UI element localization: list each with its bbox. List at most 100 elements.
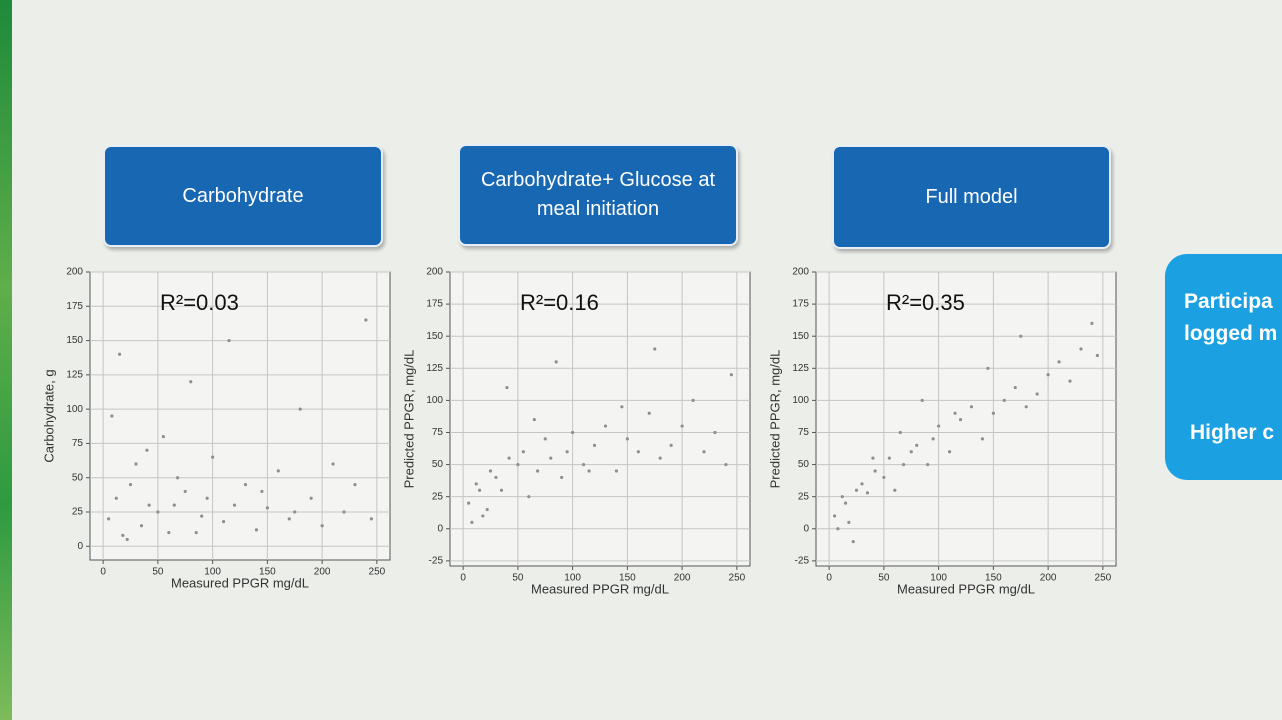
y-tick-label: 150 xyxy=(426,331,443,342)
scatter-point xyxy=(873,469,877,473)
scatter-point xyxy=(847,520,851,524)
scatter-point xyxy=(110,414,114,418)
scatter-point xyxy=(167,530,171,535)
scatter-point xyxy=(1095,353,1099,358)
scatter-point xyxy=(276,469,280,473)
scatter-point xyxy=(481,514,485,518)
annotation: R²=0.35 xyxy=(886,290,965,315)
scatter-point xyxy=(713,430,717,435)
scatter-point xyxy=(724,462,728,467)
y-tick-label: 125 xyxy=(792,363,809,374)
scatter-point xyxy=(172,503,176,507)
scatter-point xyxy=(139,524,144,528)
scatter-point xyxy=(865,491,870,495)
scatter-point xyxy=(658,456,662,460)
scatter-point xyxy=(1057,360,1061,364)
scatter-point xyxy=(920,398,924,402)
scatter-point xyxy=(221,520,226,524)
scatter-point xyxy=(636,450,640,454)
scatter-point xyxy=(121,533,125,537)
scatter-point xyxy=(1019,334,1023,338)
scatter-point xyxy=(114,496,118,500)
x-tick-label: 100 xyxy=(564,573,581,584)
scatter-point xyxy=(833,514,837,518)
scatter-point xyxy=(887,456,891,460)
scatter-point xyxy=(871,456,875,460)
scatter-point xyxy=(860,482,864,486)
scatter-point xyxy=(474,482,478,486)
scatter-point xyxy=(937,424,941,428)
scatter-point xyxy=(507,456,511,460)
side-text: Participa xyxy=(1184,290,1273,313)
scatter-point xyxy=(1046,373,1050,377)
scatter-point xyxy=(915,443,919,447)
scatter-point xyxy=(205,496,209,500)
y-tick-label: 125 xyxy=(66,369,83,380)
scatter-point xyxy=(691,398,695,402)
scatter-point xyxy=(320,524,324,528)
x-tick-label: 0 xyxy=(826,573,832,584)
x-tick-label: 50 xyxy=(152,567,164,578)
scatter-point xyxy=(260,489,264,494)
scatter-point xyxy=(1013,385,1017,390)
scatter-point xyxy=(909,450,913,454)
scatter-point xyxy=(298,407,302,411)
y-tick-label: 0 xyxy=(437,523,443,534)
panel-title: Carbohydrate xyxy=(103,145,383,247)
scatter-point xyxy=(669,443,673,447)
side-strip xyxy=(0,0,12,720)
scatter-point xyxy=(543,437,547,441)
y-tick-label: 75 xyxy=(432,427,444,438)
scatter-point xyxy=(560,475,564,480)
scatter-point xyxy=(470,520,474,524)
x-tick-label: 0 xyxy=(460,573,466,584)
scatter-point xyxy=(521,450,525,454)
scatter-point xyxy=(625,437,629,441)
scatter-point xyxy=(488,469,493,473)
y-tick-label: 175 xyxy=(426,299,443,310)
scatter-point xyxy=(232,503,237,507)
scatter-point xyxy=(931,437,935,441)
plot-area xyxy=(89,271,391,561)
scatter-point xyxy=(1002,398,1006,402)
scatter-point xyxy=(854,488,859,492)
x-tick-label: 100 xyxy=(930,573,947,584)
y-tick-label: 25 xyxy=(798,491,810,502)
y-axis-label: Predicted PPGR, mg/dL xyxy=(767,350,782,489)
scatter-point xyxy=(499,488,504,492)
scatter-point xyxy=(227,338,231,343)
y-tick-label: 100 xyxy=(426,395,443,406)
scatter-point xyxy=(571,430,575,435)
x-tick-label: 150 xyxy=(259,567,276,578)
y-tick-label: 200 xyxy=(66,267,83,278)
x-tick-label: 150 xyxy=(619,573,636,584)
x-tick-label: 250 xyxy=(1095,573,1112,584)
scatter-point xyxy=(532,418,536,422)
scatter-point xyxy=(653,347,657,351)
y-tick-label: 25 xyxy=(432,491,444,502)
scatter-point xyxy=(505,385,509,390)
x-tick-label: 200 xyxy=(1040,573,1057,584)
y-tick-label: 200 xyxy=(792,267,809,278)
scatter-point xyxy=(265,506,269,510)
scatter-point xyxy=(729,373,733,377)
scatter-point xyxy=(535,469,540,473)
scatter-point xyxy=(485,507,489,512)
scatter-point xyxy=(843,501,848,505)
scatter-point xyxy=(342,510,346,514)
scatter-point xyxy=(161,434,165,439)
scatter-point xyxy=(980,437,985,441)
y-tick-label: 100 xyxy=(66,404,83,415)
scatter-point xyxy=(647,411,651,415)
y-tick-label: 50 xyxy=(798,459,810,470)
y-tick-label: 0 xyxy=(77,541,83,552)
scatter-point xyxy=(369,517,373,521)
x-tick-label: 250 xyxy=(729,573,746,584)
scatter-point xyxy=(1090,321,1094,325)
scatter-point xyxy=(614,469,619,473)
scatter-point xyxy=(145,448,149,452)
scatter-point xyxy=(211,455,215,459)
y-axis-label: Carbohydrate, g xyxy=(41,369,56,462)
side-panel: Participa logged m Higher c xyxy=(1165,254,1282,480)
